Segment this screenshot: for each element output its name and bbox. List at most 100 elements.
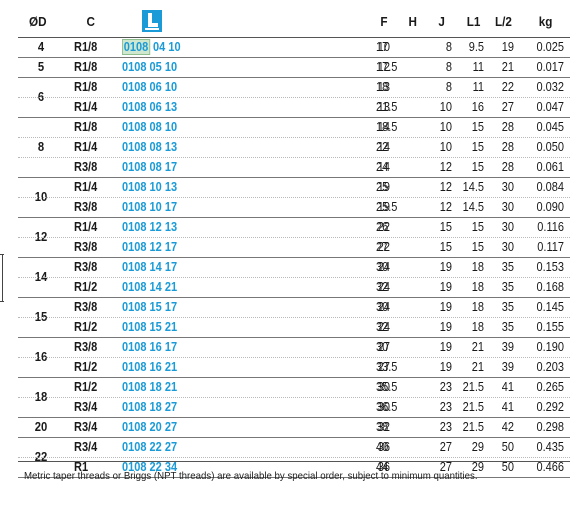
table-row[interactable]: R3/4 0108 20 27 32 38 23 21.5 42 0.298	[18, 418, 570, 437]
table-row[interactable]: R1/8 0108 05 10 12 17.5 8 11 21 0.017	[18, 58, 570, 77]
table-row[interactable]: R1 0108 22 34 36 44 27 29 50 0.466	[18, 457, 570, 477]
dim-j: 12	[439, 200, 452, 214]
dim-l1: 15	[471, 120, 484, 134]
dim-l1: 21	[471, 340, 484, 354]
dim-j: 12	[439, 160, 452, 174]
part-code-link[interactable]: 0108 15 21	[122, 320, 177, 335]
part-code-link[interactable]: 0108 18 27	[122, 400, 177, 415]
part-code-prefix: 0108	[122, 400, 147, 414]
part-code-prefix: 0108	[122, 320, 147, 334]
table-row[interactable]: R3/4 0108 18 27 30 36.5 23 21.5 41 0.292	[18, 397, 570, 417]
weight-kg: 0.298	[536, 420, 564, 434]
table-row[interactable]: R3/4 0108 22 27 36 40 27 29 50 0.435	[18, 438, 570, 457]
dim-l1: 14.5	[462, 180, 484, 194]
part-code-link[interactable]: 0108 15 17	[122, 300, 177, 315]
dim-l2: 30	[501, 180, 514, 194]
table-row[interactable]: R1/4 0108 10 13 19 25 12 14.5 30 0.084	[18, 178, 570, 197]
thread-size: R3/8	[74, 240, 98, 254]
weight-kg: 0.116	[537, 220, 564, 234]
table-row[interactable]: R1/2 0108 16 21 27 33.5 19 21 39 0.203	[18, 357, 570, 377]
part-code-prefix: 0108	[122, 80, 147, 94]
thread-size: R1/4	[74, 140, 98, 154]
part-code-prefix: 0108	[122, 340, 147, 354]
dim-h: 26	[376, 220, 389, 234]
part-code-prefix: 0108	[122, 140, 147, 154]
header-h: H	[408, 14, 417, 29]
table-row[interactable]: R3/8 0108 15 17 24 30 19 18 35 0.145	[18, 298, 570, 317]
table-row[interactable]: R1/8 0108 04 10 10 17 8 9.5 19 0.025	[18, 38, 570, 57]
dim-l1: 18	[471, 280, 484, 294]
part-code-link[interactable]: 0108 16 21	[122, 360, 177, 375]
dim-j: 19	[439, 300, 452, 314]
od-value: 12	[34, 229, 48, 244]
part-code-suffix: 16 17	[149, 340, 178, 354]
header-l2: L/2	[494, 14, 512, 29]
table-row[interactable]: R3/8 0108 08 17 14 24 12 15 28 0.061	[18, 157, 570, 177]
dim-l1: 21	[471, 360, 484, 374]
part-code-link[interactable]: 0108 10 17	[122, 200, 177, 215]
table-row[interactable]: R1/4 0108 08 13 14 22 10 15 28 0.050	[18, 137, 570, 157]
part-code-link[interactable]: 0108 14 17	[122, 260, 177, 275]
part-code-link[interactable]: 0108 05 10	[122, 60, 177, 75]
dim-h: 18.5	[376, 120, 398, 134]
part-code-link[interactable]: 0108 18 21	[122, 380, 177, 395]
dim-h: 25.5	[376, 200, 398, 214]
table-row[interactable]: R3/8 0108 14 17 24 30 19 18 35 0.153	[18, 258, 570, 277]
part-code-link[interactable]: 0108 08 13	[122, 140, 177, 155]
table-row[interactable]: R1/2 0108 14 21 24 32 19 18 35 0.168	[18, 277, 570, 297]
part-code-prefix: 0108	[122, 440, 147, 454]
od-group: 5 R1/8 0108 05 10 12 17.5 8 11 21 0.017	[18, 58, 570, 78]
part-code-suffix: 22 34	[149, 460, 178, 474]
weight-kg: 0.061	[536, 160, 564, 174]
part-code-link[interactable]: 0108 22 34	[122, 460, 177, 475]
thread-size: R1/4	[74, 180, 98, 194]
part-code-link[interactable]: 0108 12 13	[122, 220, 177, 235]
table-row[interactable]: R1/8 0108 08 10 14 18.5 10 15 28 0.045	[18, 118, 570, 137]
part-code-link[interactable]: 0108 10 13	[122, 180, 177, 195]
od-group: 20 R3/4 0108 20 27 32 38 23 21.5 42 0.298	[18, 418, 570, 438]
part-code-link[interactable]: 0108 08 17	[122, 160, 177, 175]
table-row[interactable]: R1/2 0108 18 21 30 35.5 23 21.5 41 0.265	[18, 378, 570, 397]
dim-j: 19	[439, 260, 452, 274]
part-code-link[interactable]: 0108 20 27	[122, 420, 177, 435]
table-row[interactable]: R1/4 0108 06 13 13 21.5 10 16 27 0.047	[18, 97, 570, 117]
part-code-suffix: 15 17	[149, 300, 178, 314]
dim-l1: 18	[471, 300, 484, 314]
weight-kg: 0.435	[536, 440, 564, 454]
thread-size: R1/4	[74, 100, 98, 114]
dim-l1: 15	[471, 220, 484, 234]
dim-l2: 30	[501, 240, 514, 254]
dim-l2: 42	[501, 420, 514, 434]
table-row[interactable]: R3/8 0108 10 17 19 25.5 12 14.5 30 0.090	[18, 197, 570, 217]
part-code-link[interactable]: 0108 06 10	[122, 80, 177, 95]
od-group: 4 R1/8 0108 04 10 10 17 8 9.5 19 0.025	[18, 38, 570, 58]
dim-f: 14	[377, 160, 390, 174]
weight-kg: 0.045	[536, 120, 564, 134]
part-code-link[interactable]: 0108 16 17	[122, 340, 177, 355]
dim-f: 30	[377, 400, 390, 414]
part-code-link[interactable]: 0108 12 17	[122, 240, 177, 255]
dim-j: 15	[439, 240, 452, 254]
part-code-link[interactable]: 0108 22 27	[122, 440, 177, 455]
dim-l2: 27	[501, 100, 514, 114]
part-code-link[interactable]: 0108 14 21	[122, 280, 177, 295]
weight-kg: 0.155	[536, 320, 564, 334]
table-row[interactable]: R3/8 0108 16 17 27 30 19 21 39 0.190	[18, 338, 570, 357]
dim-f: 13	[377, 100, 390, 114]
part-code-suffix: 06 10	[149, 80, 178, 94]
table-row[interactable]: R3/8 0108 12 17 22 27 15 15 30 0.117	[18, 237, 570, 257]
thread-size: R1/2	[74, 360, 98, 374]
od-value: 8	[37, 139, 45, 154]
header-od: ØD	[28, 14, 47, 29]
table-row[interactable]: R1/2 0108 15 21 24 32 19 18 35 0.155	[18, 317, 570, 337]
part-code-prefix: 0108	[122, 280, 147, 294]
part-code-link[interactable]: 0108 04 10	[122, 39, 181, 55]
product-table: ØD C F H J L1 L/2 kg 4 R1/8 0108 04 10 10 17…	[18, 8, 570, 478]
part-code-link[interactable]: 0108 06 13	[122, 100, 177, 115]
table-row[interactable]: R1/8 0108 06 10 13 18 8 11 22 0.032	[18, 78, 570, 97]
thread-size: R1/8	[74, 80, 98, 94]
table-row[interactable]: R1/4 0108 12 13 22 26 15 15 30 0.116	[18, 218, 570, 237]
part-code-link[interactable]: 0108 08 10	[122, 120, 177, 135]
dim-l1: 9.5	[468, 40, 484, 54]
dim-f: 19	[377, 180, 390, 194]
